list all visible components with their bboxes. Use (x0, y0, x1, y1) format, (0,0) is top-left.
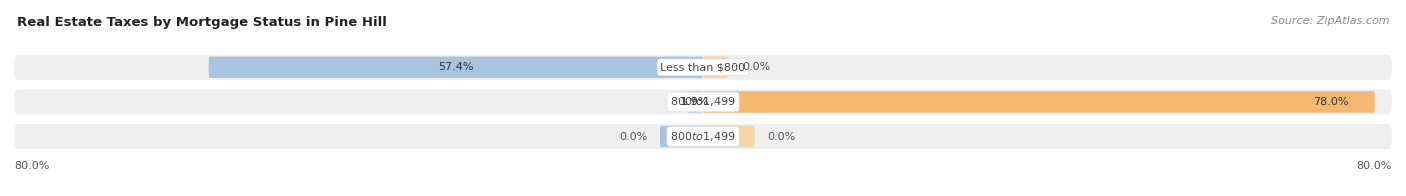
FancyBboxPatch shape (14, 55, 1392, 80)
FancyBboxPatch shape (208, 57, 703, 78)
Text: 78.0%: 78.0% (1313, 97, 1348, 107)
Text: $800 to $1,499: $800 to $1,499 (671, 95, 735, 108)
FancyBboxPatch shape (686, 91, 703, 113)
Text: 0.0%: 0.0% (768, 132, 796, 142)
FancyBboxPatch shape (14, 89, 1392, 114)
Text: Less than $800: Less than $800 (661, 62, 745, 72)
Text: Source: ZipAtlas.com: Source: ZipAtlas.com (1271, 16, 1389, 26)
Text: 1.9%: 1.9% (681, 97, 709, 107)
FancyBboxPatch shape (703, 126, 755, 147)
Text: Real Estate Taxes by Mortgage Status in Pine Hill: Real Estate Taxes by Mortgage Status in … (17, 16, 387, 29)
Text: $800 to $1,499: $800 to $1,499 (671, 130, 735, 143)
Text: 57.4%: 57.4% (439, 62, 474, 72)
Text: 80.0%: 80.0% (1357, 162, 1392, 172)
FancyBboxPatch shape (703, 57, 728, 78)
Text: 0.0%: 0.0% (619, 132, 647, 142)
FancyBboxPatch shape (659, 126, 703, 147)
FancyBboxPatch shape (703, 91, 1375, 113)
FancyBboxPatch shape (14, 124, 1392, 149)
Text: 0.0%: 0.0% (742, 62, 770, 72)
Text: 80.0%: 80.0% (14, 162, 49, 172)
